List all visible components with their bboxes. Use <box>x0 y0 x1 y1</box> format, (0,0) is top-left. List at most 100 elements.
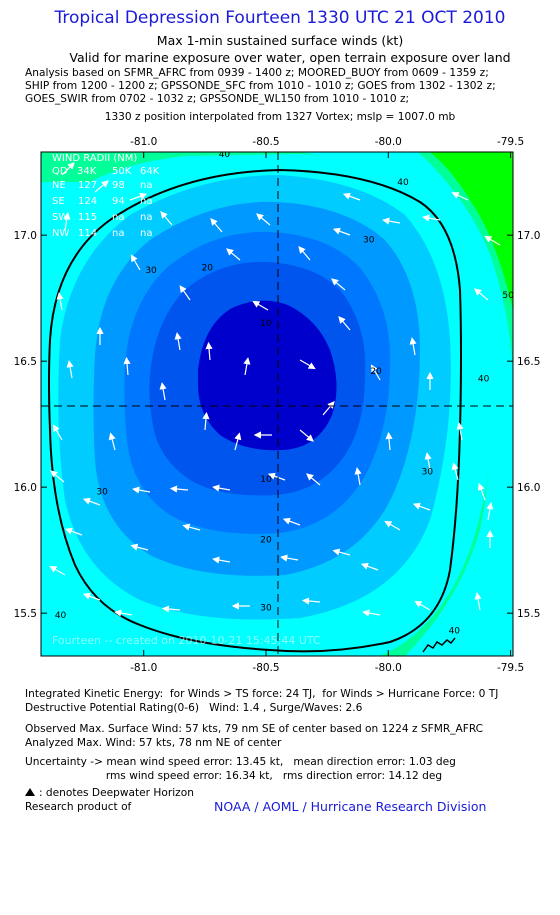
wind-radii-title: WIND RADII (NM) <box>52 153 137 164</box>
wind-radii-cell: na <box>112 228 124 239</box>
wind-radii-row: SW 115 na na <box>52 212 152 223</box>
wind-arrow <box>160 211 173 226</box>
wind-arrow <box>243 357 251 376</box>
wind-arrow <box>362 609 381 617</box>
contour-label: 20 <box>370 367 382 377</box>
wind-radii-cell: 98 <box>112 180 125 191</box>
contour-label: 40 <box>449 626 461 636</box>
wind-radii-cell: na <box>112 212 124 223</box>
wind-arrow <box>161 605 181 613</box>
y-tick-label-left: 15.5 <box>14 608 37 620</box>
y-tick-label-right: 15.5 <box>517 608 540 620</box>
y-tick-label-right: 16.5 <box>517 356 540 368</box>
contour-label: 40 <box>219 150 231 160</box>
wind-arrow <box>114 609 133 617</box>
wind-arrow <box>280 554 299 562</box>
wind-arrow <box>66 360 74 379</box>
wind-arrow <box>64 527 83 536</box>
deepwater-legend-text: : denotes Deepwater Horizon <box>39 787 194 799</box>
wind-radii-header: QD 34K 50K 64K <box>52 166 160 177</box>
wind-radii-cell: SE <box>52 196 65 207</box>
wind-arrow <box>332 548 351 556</box>
wind-arrow <box>451 192 469 201</box>
wind-radii-row: SE 124 94 na <box>52 196 152 207</box>
wind-radii-cell: SW <box>52 212 68 223</box>
wind-radii-cell: NW <box>52 228 69 239</box>
wind-arrow <box>130 254 141 271</box>
wind-arrow <box>409 337 417 356</box>
x-tick-label-bottom: -80.5 <box>252 662 279 674</box>
wind-arrow <box>61 162 75 176</box>
wind-arrow <box>385 431 393 451</box>
contour-label: 40 <box>55 611 67 621</box>
wind-arrow <box>129 192 148 201</box>
wind-arrow <box>414 600 431 611</box>
wind-contour-field: 10 10 20 20 20 30 30 30 30 30 40 40 40 40 40 50 <box>41 150 513 656</box>
wind-arrow <box>267 472 286 481</box>
x-tick-label-top: -80.5 <box>252 136 279 148</box>
wind-radii-cell: na <box>140 180 152 191</box>
wind-arrow <box>210 218 223 233</box>
wind-radii-cell: na <box>140 212 152 223</box>
wind-arrow <box>342 192 361 201</box>
analysis-line: SHIP from 1200 - 1200 z; GPSSONDE_SFC fr… <box>25 80 496 92</box>
y-tick-label-right: 17.0 <box>517 230 540 242</box>
contour-label: 30 <box>145 266 157 276</box>
wind-arrow <box>424 452 432 471</box>
ike-line: Integrated Kinetic Energy: for Winds > T… <box>25 688 499 700</box>
wind-arrow <box>474 592 482 611</box>
wind-radii-cell: na <box>140 196 152 207</box>
uncertainty-line-1: Uncertainty -> mean wind speed error: 13… <box>25 756 456 768</box>
wind-arrow <box>422 214 441 222</box>
wind-arrow <box>382 217 401 225</box>
deepwater-triangle-icon <box>25 788 35 796</box>
wind-radii-header-cell: 64K <box>140 166 160 177</box>
observed-max-wind: Observed Max. Surface Wind: 57 kts, 79 n… <box>25 723 484 735</box>
wind-radii-header-cell: QD <box>52 166 68 177</box>
wind-arrow <box>234 432 242 451</box>
axis-ticks: -81.0 -81.0 -80.5 -80.5 -80.0 -80.0 -79.5 -79.5… <box>14 136 541 674</box>
wind-arrow <box>298 246 311 261</box>
wind-arrow <box>212 484 231 492</box>
contour-label: 40 <box>478 374 490 384</box>
wind-arrow <box>49 565 66 576</box>
plot-frame <box>40 151 514 657</box>
wind-radii-cell: na <box>140 228 152 239</box>
wind-arrow <box>484 235 501 246</box>
wind-radii-cell: 124 <box>78 196 97 207</box>
wind-radii-row: NE 127 98 na <box>52 180 152 191</box>
contour-labels: 10 10 20 20 20 30 30 30 30 30 40 40 40 40 40 50 <box>55 150 513 636</box>
wind-arrow <box>456 422 464 441</box>
wind-arrow <box>474 288 489 301</box>
track-squiggle <box>422 637 456 653</box>
dpr-line: Destructive Potential Rating(0-6) Wind: … <box>25 702 363 714</box>
analysis-sources: Analysis based on SFMR_AFRC from 0939 - … <box>25 67 496 106</box>
wind-arrow <box>205 341 213 361</box>
wind-arrow <box>477 482 486 501</box>
subtitle-exposure: Valid for marine exposure over water, op… <box>69 50 511 65</box>
wind-radii-cell: 94 <box>112 196 125 207</box>
wind-arrow <box>301 597 321 605</box>
contour-label: 30 <box>96 488 108 498</box>
wind-vector-arrows <box>49 162 501 617</box>
wind-arrow <box>174 332 182 351</box>
wind-arrow <box>63 212 71 231</box>
wind-arrow <box>306 473 321 486</box>
wind-arrow <box>299 429 314 442</box>
wind-radii-cell: 114 <box>78 228 97 239</box>
contour-label: 10 <box>260 475 272 485</box>
wind-arrow <box>360 562 379 571</box>
wind-arrow <box>338 316 351 331</box>
wind-arrow <box>94 180 109 193</box>
wind-arrow <box>50 470 65 483</box>
y-tick-label-left: 16.0 <box>14 482 37 494</box>
x-tick-label-top: -81.0 <box>130 136 157 148</box>
wind-arrow <box>226 248 241 261</box>
wind-arrow <box>299 359 316 370</box>
wind-arrow <box>331 278 346 291</box>
x-tick-label-bottom: -80.0 <box>375 662 402 674</box>
x-tick-label-bottom: -81.0 <box>130 662 157 674</box>
wind-arrow <box>332 227 351 236</box>
wind-arrow <box>132 486 151 494</box>
